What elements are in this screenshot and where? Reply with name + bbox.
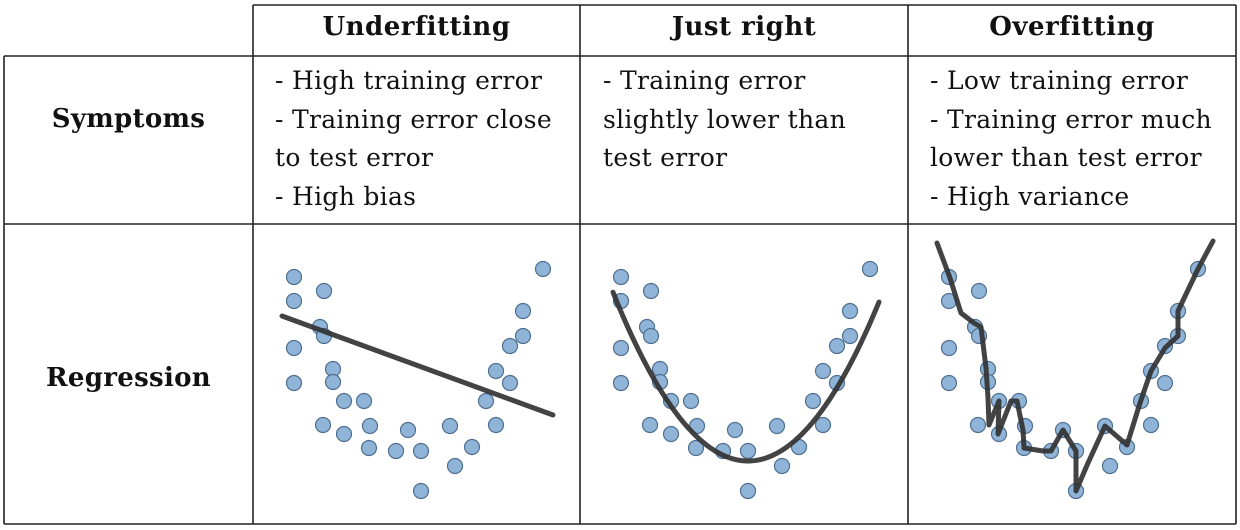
symptom-line: - High bias (275, 181, 417, 211)
data-point (814, 362, 832, 380)
data-point (1142, 416, 1160, 434)
data-point (804, 392, 822, 410)
data-point (361, 417, 379, 435)
fit-line (934, 238, 1216, 494)
data-point (315, 282, 333, 300)
data-point (314, 416, 332, 434)
data-point (477, 392, 495, 410)
data-point (662, 425, 680, 443)
data-point (463, 438, 481, 456)
header-just-right: Just right (671, 12, 817, 42)
symptom-line: - High training error (275, 66, 543, 95)
data-point (739, 482, 757, 500)
data-point (1156, 374, 1174, 392)
data-point (940, 339, 958, 357)
data-point (501, 374, 519, 392)
fit-line (279, 313, 556, 418)
header-underfitting: Underfitting (322, 12, 511, 42)
data-point (285, 374, 303, 392)
data-point (487, 362, 505, 380)
data-point (335, 392, 353, 410)
plot-underfitting (279, 260, 556, 500)
data-point (682, 392, 700, 410)
data-point (861, 260, 879, 278)
symptom-line: - Low training error (930, 66, 1189, 95)
header-overfitting: Overfitting (989, 12, 1155, 42)
plot-overfitting (934, 238, 1216, 500)
data-point (642, 282, 660, 300)
data-point (828, 337, 846, 355)
symptom-line: - Training error (603, 66, 806, 95)
data-point (441, 417, 459, 435)
symptoms-overfitting: - Low training error - Training error mu… (930, 62, 1234, 216)
data-point (841, 327, 859, 345)
fit-line (610, 289, 882, 464)
data-point (612, 339, 630, 357)
data-point (446, 457, 464, 475)
data-point (360, 439, 378, 457)
data-point (940, 374, 958, 392)
data-point (970, 282, 988, 300)
data-point (355, 392, 373, 410)
symptom-line: to test error (275, 143, 434, 172)
data-point (642, 327, 660, 345)
data-point (1101, 457, 1119, 475)
symptom-line: - Training error much (930, 104, 1212, 134)
symptom-line: slightly lower than (603, 104, 847, 134)
symptom-line: - High variance (930, 181, 1130, 211)
data-point (739, 442, 757, 460)
data-point (387, 442, 405, 460)
data-point (641, 416, 659, 434)
data-point (412, 442, 430, 460)
data-point (285, 268, 303, 286)
data-point (534, 260, 552, 278)
data-point (814, 416, 832, 434)
symptoms-underfitting: - High training error - Training error c… (275, 62, 575, 216)
data-point (514, 302, 532, 320)
data-point (335, 425, 353, 443)
symptom-line: test error (603, 143, 728, 172)
symptom-line: lower than test error (930, 143, 1202, 172)
data-point (501, 337, 519, 355)
symptom-line: - Training error close (275, 104, 552, 134)
data-point (773, 457, 791, 475)
data-point (612, 374, 630, 392)
data-point (285, 339, 303, 357)
data-point (726, 421, 744, 439)
data-point (285, 292, 303, 310)
data-point (514, 327, 532, 345)
plot-just-right (610, 260, 882, 500)
data-point (412, 482, 430, 500)
data-point (841, 302, 859, 320)
symptoms-just-right: - Training error slightly lower than tes… (603, 62, 903, 178)
row-label-symptoms: Symptoms (51, 104, 206, 134)
data-point (687, 439, 705, 457)
data-point (324, 373, 342, 391)
data-point (969, 416, 987, 434)
data-point (399, 421, 417, 439)
data-point (487, 416, 505, 434)
data-point (612, 268, 630, 286)
row-label-regression: Regression (46, 363, 211, 393)
data-point (768, 417, 786, 435)
